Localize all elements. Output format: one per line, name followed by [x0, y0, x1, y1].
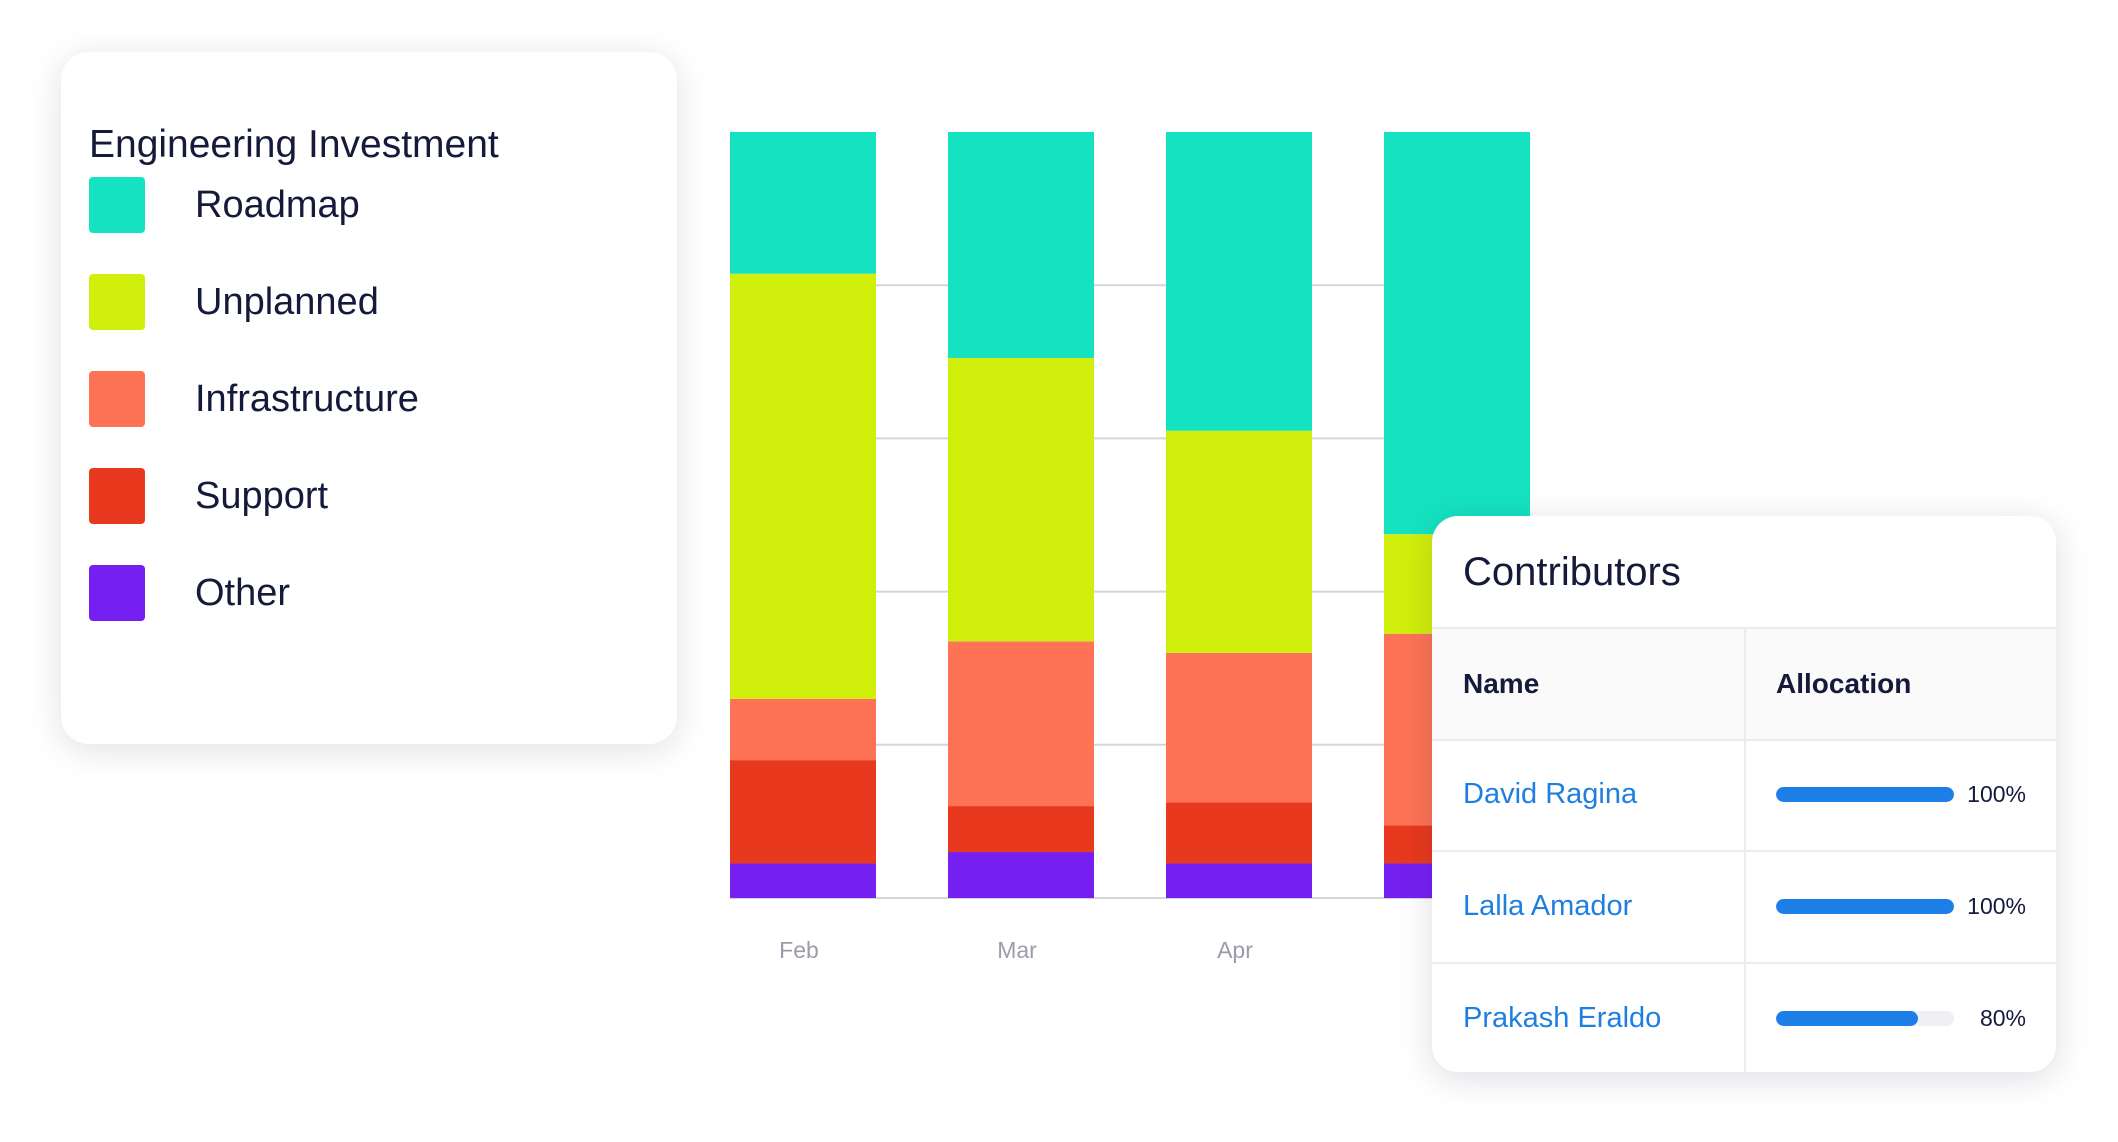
- allocation-value: 80%: [1979, 1005, 2026, 1031]
- column-header-name[interactable]: Name: [1463, 668, 1540, 699]
- legend-card: [61, 52, 677, 744]
- allocation-bar-fill: [1776, 787, 1954, 802]
- allocation-value: 100%: [1967, 781, 2026, 807]
- allocation-value: 100%: [1967, 893, 2026, 919]
- bar-segment-roadmap: [948, 132, 1094, 358]
- contributor-name-link[interactable]: Lalla Amador: [1463, 890, 1633, 922]
- bar-segment-support: [1166, 802, 1312, 864]
- legend-item-roadmap: Roadmap: [89, 177, 549, 274]
- allocation-bar: [1776, 1011, 1954, 1026]
- column-header-allocation[interactable]: Allocation: [1776, 668, 1912, 699]
- legend-item-support: Support: [89, 468, 549, 565]
- allocation-bar: [1776, 899, 1954, 914]
- table-row: Prakash Eraldo 80%: [1432, 963, 2056, 1072]
- bar-segment-other: [948, 852, 1094, 898]
- bar-segment-roadmap: [1384, 132, 1530, 535]
- table-row: Lalla Amador 100%: [1432, 851, 2056, 964]
- legend-list: Roadmap Unplanned Infrastructure Support…: [89, 177, 549, 662]
- bar-segment-other: [1166, 863, 1312, 898]
- legend-item-other: Other: [89, 565, 549, 662]
- bar-segment-support: [948, 806, 1094, 853]
- contributors-title: Contributors: [1463, 550, 1681, 594]
- allocation-bar: [1776, 787, 1954, 802]
- legend-swatch-support: [89, 468, 145, 524]
- x-tick-label: Feb: [779, 937, 819, 963]
- contributor-name-link[interactable]: David Ragina: [1463, 778, 1638, 810]
- x-tick-label: Mar: [997, 937, 1037, 963]
- bar-segment-roadmap: [1166, 132, 1312, 431]
- allocation-bar-fill: [1776, 899, 1954, 914]
- bar-segment-infrastructure: [730, 698, 876, 761]
- legend-title: Engineering Investment: [89, 123, 499, 166]
- bar-segment-support: [730, 760, 876, 864]
- legend-item-unplanned: Unplanned: [89, 274, 549, 371]
- legend-label-support: Support: [195, 475, 329, 517]
- contributors-card: Contributors Name Allocation David Ragin…: [1432, 516, 2056, 1072]
- bar-segment-roadmap: [730, 132, 876, 274]
- legend-swatch-infrastructure: [89, 371, 145, 427]
- legend-item-infrastructure: Infrastructure: [89, 371, 549, 468]
- bar-segment-unplanned: [948, 357, 1094, 642]
- bar-segment-infrastructure: [1166, 652, 1312, 803]
- legend-swatch-other: [89, 565, 145, 621]
- bar-segment-unplanned: [730, 273, 876, 699]
- legend-label-infrastructure: Infrastructure: [195, 378, 419, 420]
- bar-segment-infrastructure: [948, 641, 1094, 807]
- legend-swatch-unplanned: [89, 274, 145, 330]
- allocation-bar-fill: [1776, 1011, 1919, 1026]
- legend-label-other: Other: [195, 572, 291, 614]
- bar-segment-unplanned: [1166, 430, 1312, 653]
- bar-segment-other: [730, 863, 876, 898]
- legend-label-roadmap: Roadmap: [195, 184, 360, 226]
- column-divider: [1744, 627, 1746, 1072]
- legend-swatch-roadmap: [89, 177, 145, 233]
- contributor-name-link[interactable]: Prakash Eraldo: [1463, 1002, 1662, 1034]
- table-row: David Ragina 100%: [1432, 739, 2056, 852]
- x-tick-label: Apr: [1217, 937, 1253, 963]
- legend-label-unplanned: Unplanned: [195, 281, 379, 323]
